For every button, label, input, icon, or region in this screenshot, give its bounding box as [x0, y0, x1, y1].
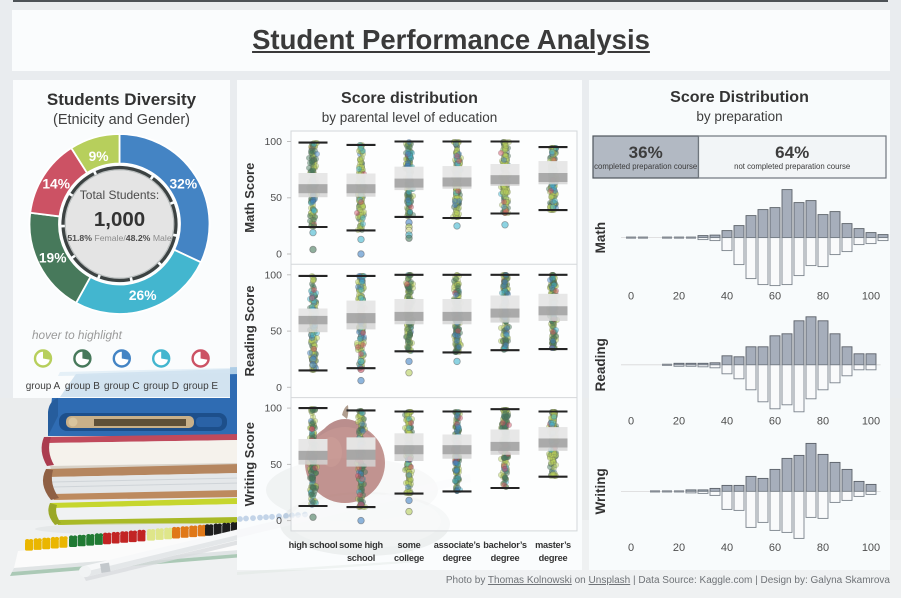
- svg-text:school: school: [347, 553, 375, 563]
- svg-text:9%: 9%: [89, 149, 109, 164]
- svg-text:50: 50: [270, 326, 282, 338]
- svg-text:group E: group E: [183, 381, 218, 392]
- svg-text:Reading Score: Reading Score: [242, 285, 257, 376]
- svg-text:60: 60: [769, 542, 781, 554]
- svg-text:completed preparation course: completed preparation course: [594, 162, 697, 171]
- svg-text:20: 20: [673, 415, 685, 427]
- svg-text:32%: 32%: [169, 177, 197, 192]
- svg-text:Math Score: Math Score: [242, 163, 257, 233]
- svg-text:0: 0: [628, 291, 634, 303]
- svg-text:some: some: [397, 540, 420, 550]
- svg-text:group B: group B: [65, 381, 100, 392]
- svg-text:group C: group C: [104, 381, 140, 392]
- svg-text:Math: Math: [593, 222, 608, 254]
- svg-text:100: 100: [862, 542, 880, 554]
- svg-text:group A: group A: [26, 381, 61, 392]
- svg-text:Reading: Reading: [593, 338, 608, 391]
- svg-text:Writing: Writing: [593, 468, 608, 514]
- svg-text:college: college: [394, 553, 424, 563]
- svg-text:40: 40: [721, 291, 733, 303]
- svg-text:0: 0: [276, 249, 282, 261]
- svg-text:100: 100: [264, 136, 282, 148]
- svg-text:some high: some high: [339, 540, 383, 550]
- svg-text:degree: degree: [491, 553, 520, 563]
- svg-text:0: 0: [628, 542, 634, 554]
- svg-text:51.8% Female/48.2% Male: 51.8% Female/48.2% Male: [67, 233, 171, 243]
- svg-text:master’s: master’s: [535, 540, 571, 550]
- svg-text:80: 80: [817, 291, 829, 303]
- svg-text:degree: degree: [443, 553, 472, 563]
- svg-text:40: 40: [721, 542, 733, 554]
- svg-text:50: 50: [270, 459, 282, 471]
- svg-text:20: 20: [673, 291, 685, 303]
- svg-text:0: 0: [276, 382, 282, 394]
- svg-text:100: 100: [264, 403, 282, 415]
- svg-text:associate’s: associate’s: [434, 540, 481, 550]
- svg-text:80: 80: [817, 415, 829, 427]
- svg-text:20: 20: [673, 542, 685, 554]
- svg-text:14%: 14%: [42, 176, 70, 191]
- svg-text:high school: high school: [289, 540, 338, 550]
- svg-text:hover to highlight: hover to highlight: [32, 328, 123, 342]
- svg-text:50: 50: [270, 192, 282, 204]
- svg-text:1,000: 1,000: [94, 208, 145, 231]
- svg-text:26%: 26%: [129, 288, 157, 303]
- svg-text:degree: degree: [539, 553, 568, 563]
- svg-text:bachelor’s: bachelor’s: [483, 540, 527, 550]
- svg-text:100: 100: [862, 415, 880, 427]
- svg-text:60: 60: [769, 291, 781, 303]
- svg-text:0: 0: [276, 515, 282, 527]
- svg-text:Total Students:: Total Students:: [80, 188, 159, 202]
- svg-text:Writing Score: Writing Score: [242, 422, 257, 506]
- svg-text:100: 100: [862, 291, 880, 303]
- svg-text:19%: 19%: [39, 251, 67, 266]
- svg-text:60: 60: [769, 415, 781, 427]
- svg-text:40: 40: [721, 415, 733, 427]
- svg-text:64%: 64%: [775, 143, 809, 162]
- svg-text:0: 0: [628, 415, 634, 427]
- svg-text:80: 80: [817, 542, 829, 554]
- svg-text:100: 100: [264, 269, 282, 281]
- svg-text:not completed preparation cour: not completed preparation course: [734, 162, 850, 171]
- svg-text:group D: group D: [143, 381, 179, 392]
- svg-text:36%: 36%: [629, 143, 663, 162]
